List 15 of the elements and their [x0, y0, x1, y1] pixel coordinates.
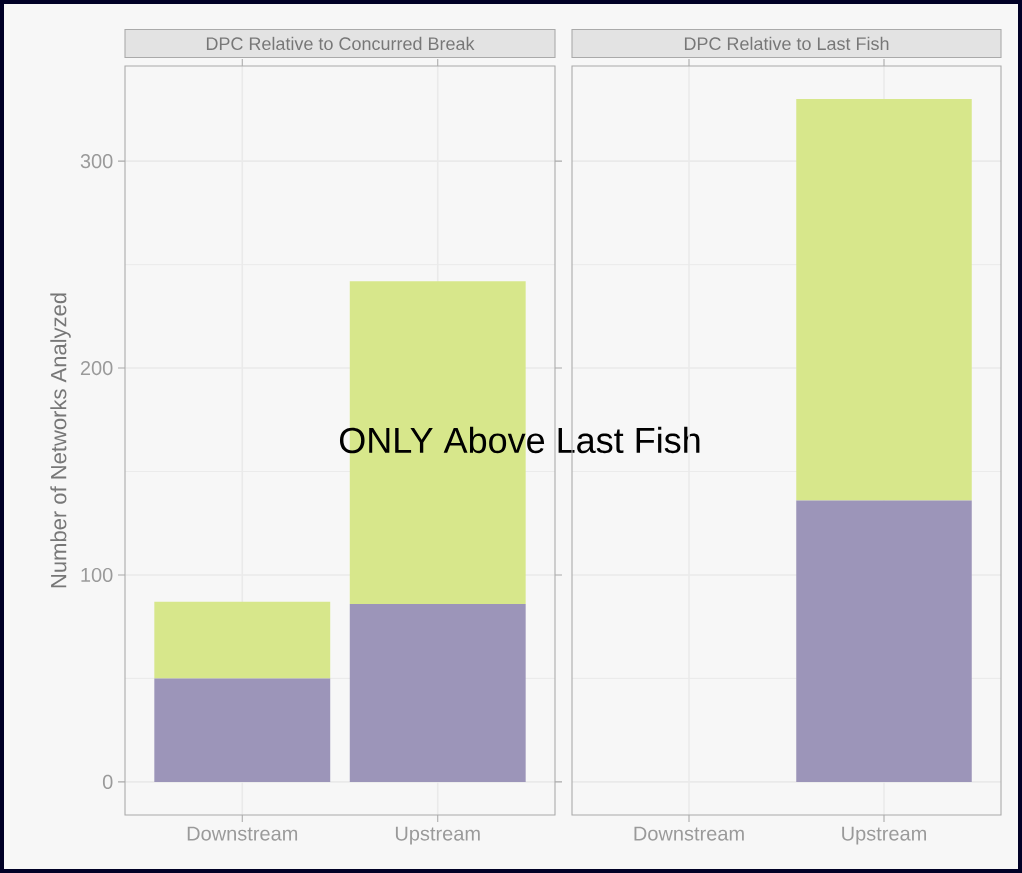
- chart-title: DPC Relative to Concurred Break: [206, 36, 475, 51]
- y-tick-label: 300: [80, 154, 113, 169]
- x-tick-label: Downstream: [187, 826, 298, 841]
- y-tick-label: 100: [81, 567, 113, 583]
- y-axis-title: Number of Networks Analyzed: [50, 293, 71, 588]
- chart-title: DPC Relative to Last Fish: [684, 36, 889, 51]
- x-tick-label: Upstream: [842, 826, 926, 845]
- x-tick-label: Downstream: [634, 826, 744, 841]
- x-tick-label: Upstream: [395, 826, 480, 845]
- bar: [154, 601, 331, 679]
- y-tick-label: 0: [102, 774, 113, 789]
- bar: [154, 678, 331, 782]
- bar: [349, 603, 526, 782]
- y-tick-label: 200: [80, 360, 113, 376]
- annotation: ONLY Above Last Fish: [339, 426, 700, 454]
